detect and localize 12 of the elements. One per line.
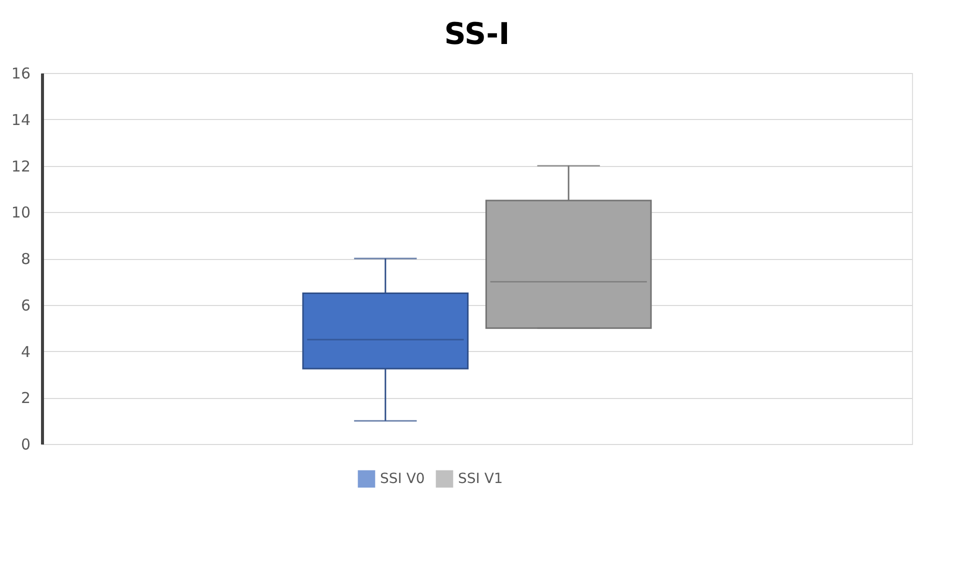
y-tick-label: 4 [20,342,30,361]
y-tick-label: 6 [20,296,30,314]
y-tick-label: 14 [11,110,30,129]
y-tick-label: 10 [11,204,30,222]
chart-title: SS-I [444,17,510,52]
y-tick-label: 0 [20,436,30,454]
y-tick-label: 8 [20,250,30,268]
legend-label: SSI V0 [380,470,425,487]
y-tick-label: 2 [20,389,30,408]
y-tick-label: 12 [11,157,30,176]
legend-label: SSI V1 [458,470,503,487]
y-tick-label: 16 [11,64,30,82]
